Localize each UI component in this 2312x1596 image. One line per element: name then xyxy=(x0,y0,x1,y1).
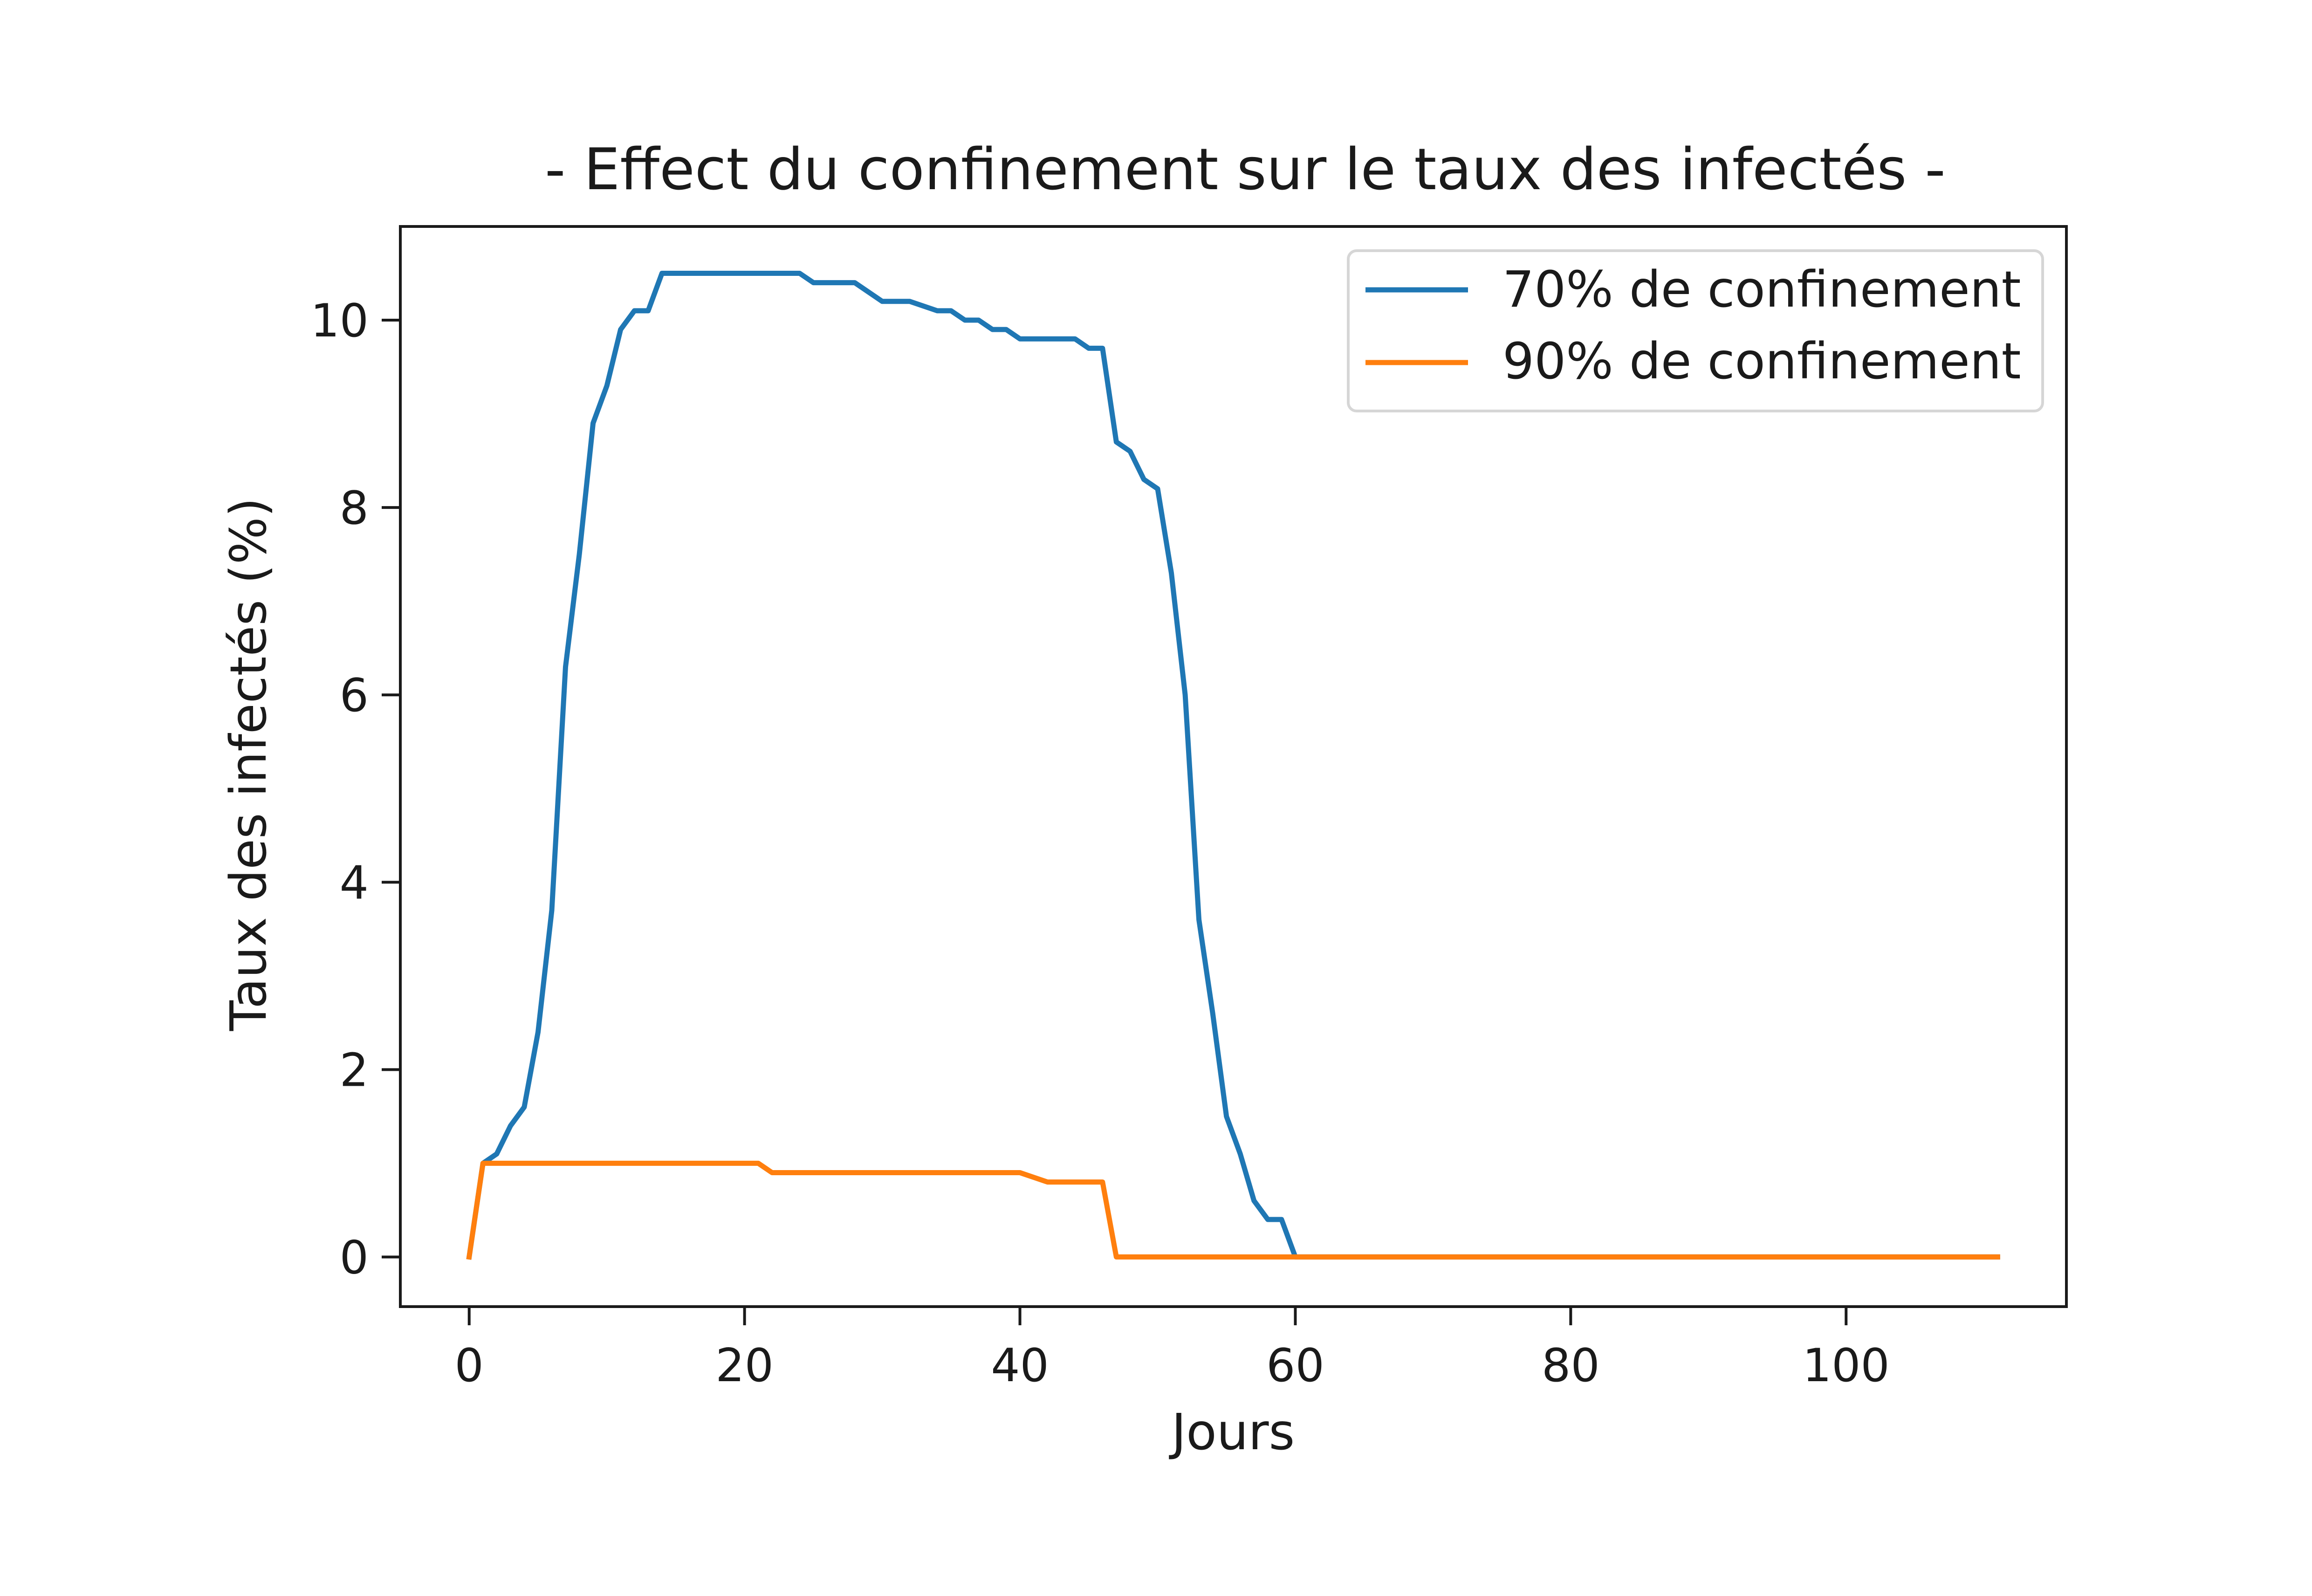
legend-box xyxy=(1347,249,2044,412)
x-tick-label: 100 xyxy=(1803,1339,1890,1392)
x-tick-label: 80 xyxy=(1542,1339,1600,1392)
y-tick-label: 8 xyxy=(340,482,369,535)
y-axis-label: Taux des infectés (%) xyxy=(220,498,278,1031)
legend-label-70: 70% de confinement xyxy=(1502,261,2021,319)
y-tick-label: 6 xyxy=(340,669,369,722)
legend-label-90: 90% de confinement xyxy=(1502,333,2021,390)
series-line-2 xyxy=(466,1160,2000,1260)
y-tick-label: 2 xyxy=(340,1044,369,1097)
x-tick-label: 0 xyxy=(455,1339,484,1392)
y-tick-label: 10 xyxy=(310,295,369,348)
x-axis-label: Jours xyxy=(1169,1404,1295,1461)
x-tick-label: 60 xyxy=(1266,1339,1324,1392)
legend: 70% de confinement 90% de confinement xyxy=(1347,249,2044,412)
x-tick-label: 20 xyxy=(715,1339,774,1392)
x-tick-label: 40 xyxy=(991,1339,1049,1392)
y-tick-label: 0 xyxy=(340,1231,369,1284)
chart-title: - Effect du confinement sur le taux des … xyxy=(545,137,1946,203)
plot-frame xyxy=(399,225,2068,1308)
series-line-1 xyxy=(466,271,2000,1260)
y-tick-label: 4 xyxy=(340,856,369,910)
